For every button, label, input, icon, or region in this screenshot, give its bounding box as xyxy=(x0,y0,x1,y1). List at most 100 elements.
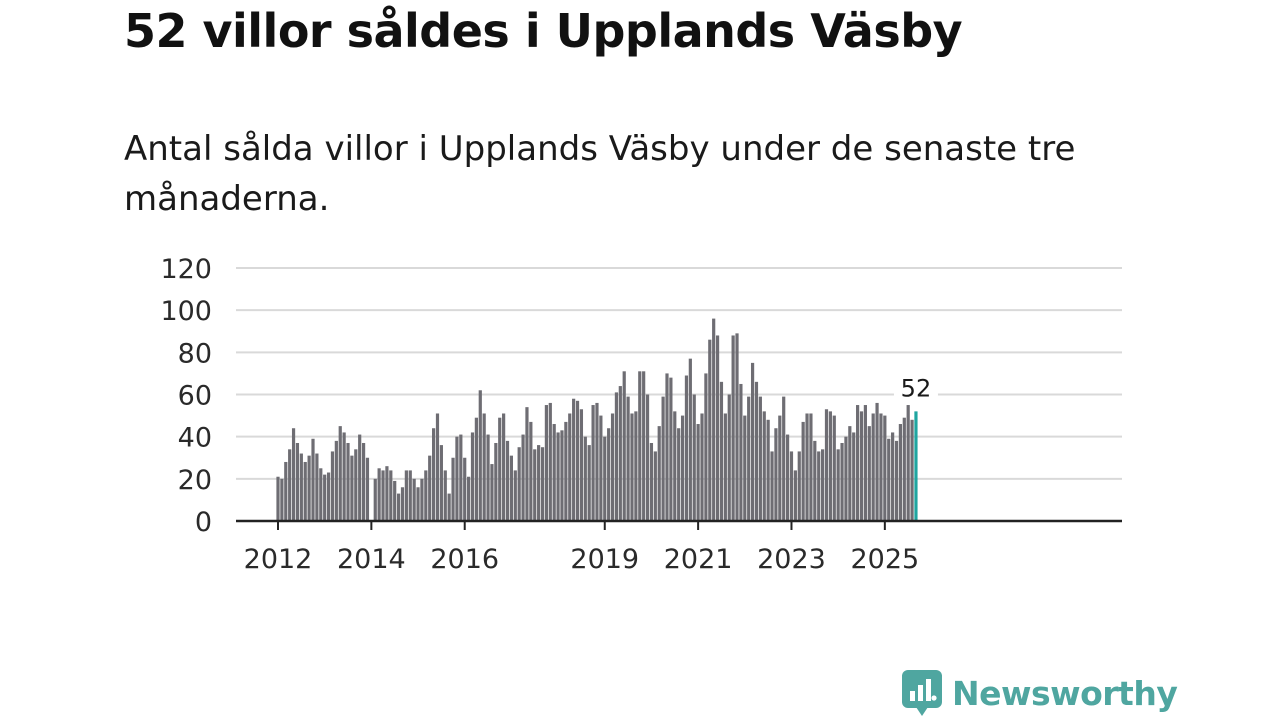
bar xyxy=(700,413,704,521)
bar xyxy=(879,413,883,521)
bar xyxy=(610,413,615,521)
bar xyxy=(280,478,284,521)
bar xyxy=(467,476,471,521)
bar xyxy=(618,386,622,521)
bar xyxy=(809,413,813,521)
bar xyxy=(470,432,475,521)
bar xyxy=(898,424,902,521)
bar xyxy=(859,411,864,521)
bar xyxy=(556,432,560,521)
data-labels: 52 xyxy=(893,371,938,402)
bar xyxy=(785,434,790,521)
bar xyxy=(307,455,311,521)
bar xyxy=(630,413,634,521)
bar xyxy=(420,478,424,521)
bar xyxy=(342,432,346,521)
bar xyxy=(642,371,646,521)
bar xyxy=(486,434,490,521)
bar xyxy=(439,445,443,521)
bar xyxy=(867,426,871,522)
brand-name: Newsworthy xyxy=(952,673,1178,713)
bar xyxy=(680,415,685,521)
bar xyxy=(548,402,552,521)
bar xyxy=(817,451,821,521)
bar xyxy=(459,434,463,521)
bar xyxy=(688,358,692,521)
bar xyxy=(692,394,696,521)
bar-chart: 0 20 40 60 80 100 120 2012 2014 2016 2019 2021 2023… xyxy=(160,254,1122,575)
bar xyxy=(315,453,319,521)
y-tick-label: 120 xyxy=(160,254,212,285)
bar xyxy=(299,453,303,521)
bar xyxy=(712,318,716,521)
bar xyxy=(603,436,607,521)
bar xyxy=(731,335,735,521)
bar xyxy=(330,451,335,521)
bar xyxy=(276,476,280,521)
bar xyxy=(782,396,786,521)
bar xyxy=(821,449,825,521)
bar xyxy=(793,470,797,521)
bar xyxy=(346,442,350,521)
bar xyxy=(393,480,397,521)
bar xyxy=(638,371,642,521)
bar xyxy=(634,411,638,521)
bar xyxy=(498,417,502,521)
bar xyxy=(502,413,506,521)
y-tick-label: 60 xyxy=(178,381,212,412)
bar xyxy=(704,373,708,521)
bar xyxy=(568,413,572,521)
chart-subtitle: Antal sålda villor i Upplands Väsby unde… xyxy=(124,129,1076,219)
bar xyxy=(673,411,677,521)
bar xyxy=(447,493,451,521)
x-tick-label: 2021 xyxy=(664,544,733,575)
bar xyxy=(509,455,513,521)
bar xyxy=(665,373,669,521)
bar xyxy=(319,468,323,521)
bar xyxy=(295,442,300,521)
bar xyxy=(400,487,405,521)
bar xyxy=(505,440,510,521)
bar xyxy=(595,402,599,521)
bar xyxy=(311,438,315,521)
data-label-background xyxy=(893,371,938,402)
bar xyxy=(288,449,292,521)
bar xyxy=(529,421,533,521)
bar xyxy=(887,438,891,521)
bar xyxy=(564,421,568,521)
bar xyxy=(715,335,720,521)
bar xyxy=(883,415,887,521)
bar xyxy=(396,493,401,521)
bar xyxy=(451,457,455,521)
y-tick-label: 20 xyxy=(178,465,212,496)
bar xyxy=(677,428,681,521)
bar xyxy=(544,405,549,521)
bar xyxy=(778,415,782,521)
bar xyxy=(416,487,420,521)
bar xyxy=(428,455,432,521)
bar xyxy=(906,405,910,521)
brand-logo-block: Newsworthy xyxy=(902,670,1178,716)
bar xyxy=(474,417,478,521)
chart-title: 52 villor såldes i Upplands Väsby xyxy=(124,4,963,58)
bar xyxy=(739,383,743,521)
bar xyxy=(560,430,564,521)
bar xyxy=(533,449,537,521)
bar xyxy=(684,375,689,521)
bar xyxy=(408,470,412,521)
bar xyxy=(735,333,739,521)
x-tick-label: 2025 xyxy=(850,544,919,575)
bar xyxy=(844,436,848,521)
bar xyxy=(766,419,770,521)
x-tick-label: 2012 xyxy=(244,544,313,575)
bar xyxy=(856,405,860,521)
bar xyxy=(614,392,619,521)
bar xyxy=(540,447,545,521)
bar xyxy=(583,436,587,521)
bar xyxy=(789,451,794,521)
bar xyxy=(661,396,665,521)
bar xyxy=(552,424,556,521)
bar xyxy=(669,377,673,521)
bar xyxy=(848,426,852,522)
